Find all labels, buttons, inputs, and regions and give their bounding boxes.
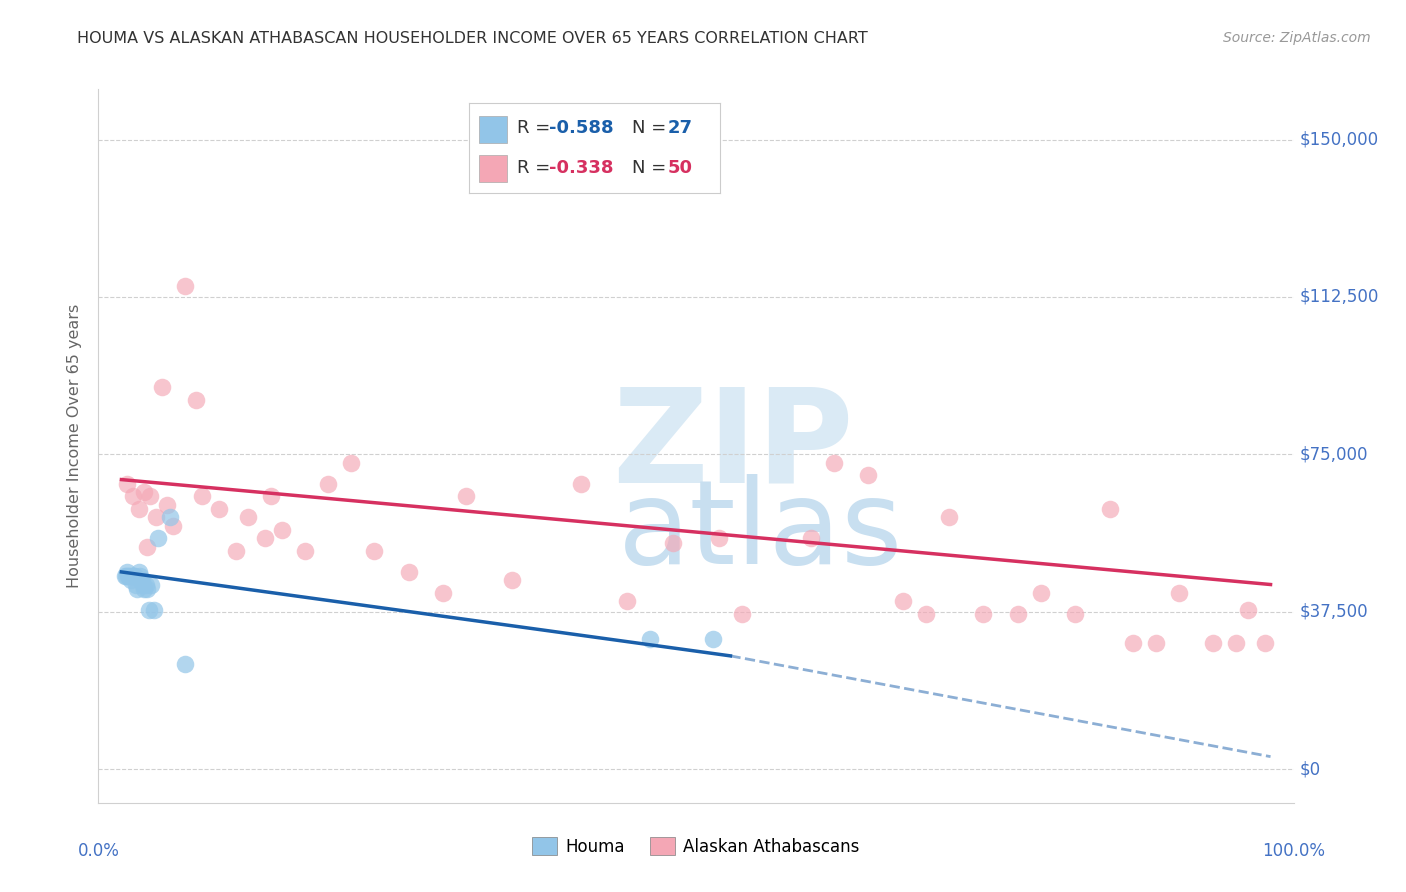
Point <box>208 502 231 516</box>
Point <box>340 456 363 470</box>
Point <box>141 577 163 591</box>
Point <box>800 532 823 546</box>
Point <box>148 532 170 546</box>
Point <box>132 577 155 591</box>
Point <box>145 510 167 524</box>
Point <box>115 569 138 583</box>
Point <box>128 569 150 583</box>
Point <box>972 607 994 621</box>
Point <box>131 574 153 588</box>
Point <box>1202 636 1225 650</box>
Point <box>1225 636 1247 650</box>
Y-axis label: Householder Income Over 65 years: Householder Income Over 65 years <box>67 304 83 588</box>
Point <box>121 569 143 583</box>
Point <box>150 380 173 394</box>
Point <box>124 569 146 583</box>
Point <box>858 468 880 483</box>
Point <box>191 489 214 503</box>
Point <box>363 544 385 558</box>
Point <box>271 523 294 537</box>
Point <box>1236 603 1258 617</box>
Point <box>225 544 247 558</box>
Point <box>569 476 592 491</box>
Point <box>122 569 145 583</box>
Point <box>156 498 179 512</box>
Point <box>707 532 730 546</box>
Point <box>398 565 420 579</box>
Point <box>135 540 157 554</box>
Point <box>316 476 339 491</box>
Point <box>122 489 145 503</box>
Point <box>1098 502 1121 516</box>
Point <box>173 657 195 672</box>
Point <box>1254 636 1277 650</box>
Point <box>159 510 181 524</box>
Legend: Houma, Alaskan Athabascans: Houma, Alaskan Athabascans <box>526 830 866 863</box>
Point <box>118 569 141 583</box>
Point <box>1122 636 1144 650</box>
Text: HOUMA VS ALASKAN ATHABASCAN HOUSEHOLDER INCOME OVER 65 YEARS CORRELATION CHART: HOUMA VS ALASKAN ATHABASCAN HOUSEHOLDER … <box>77 31 868 46</box>
Point <box>115 476 138 491</box>
Point <box>135 582 157 596</box>
Point <box>120 574 142 588</box>
Point <box>938 510 960 524</box>
Text: atlas: atlas <box>619 475 904 589</box>
Text: $75,000: $75,000 <box>1299 445 1368 464</box>
Text: $112,500: $112,500 <box>1299 288 1379 306</box>
Text: $0: $0 <box>1299 760 1320 778</box>
Point <box>114 569 136 583</box>
Text: ZIP: ZIP <box>613 383 853 509</box>
Point <box>1064 607 1087 621</box>
Point <box>115 565 138 579</box>
Point <box>432 586 454 600</box>
Point <box>891 594 914 608</box>
Point <box>914 607 936 621</box>
Point <box>122 569 145 583</box>
Point <box>142 603 165 617</box>
Point <box>184 392 207 407</box>
Point <box>1007 607 1029 621</box>
Text: 0.0%: 0.0% <box>77 842 120 860</box>
Point <box>662 535 685 549</box>
Point <box>254 532 277 546</box>
Point <box>173 279 195 293</box>
Point <box>135 577 157 591</box>
Point <box>134 582 156 596</box>
Point <box>638 632 661 646</box>
Text: 100.0%: 100.0% <box>1263 842 1324 860</box>
Point <box>456 489 478 503</box>
Point <box>236 510 259 524</box>
Text: $150,000: $150,000 <box>1299 130 1379 149</box>
Text: Source: ZipAtlas.com: Source: ZipAtlas.com <box>1223 31 1371 45</box>
Point <box>702 632 724 646</box>
Point <box>162 518 184 533</box>
Point <box>1167 586 1189 600</box>
Point <box>127 582 149 596</box>
Point <box>138 603 160 617</box>
Point <box>128 502 150 516</box>
Point <box>128 565 150 579</box>
Point <box>125 577 148 591</box>
Point <box>117 569 139 583</box>
Point <box>139 489 162 503</box>
Point <box>616 594 638 608</box>
Point <box>1029 586 1052 600</box>
Point <box>1144 636 1167 650</box>
Point <box>731 607 754 621</box>
Point <box>501 574 523 588</box>
Point <box>134 485 156 500</box>
Text: $37,500: $37,500 <box>1299 603 1368 621</box>
Point <box>823 456 845 470</box>
Point <box>294 544 316 558</box>
Point <box>260 489 283 503</box>
